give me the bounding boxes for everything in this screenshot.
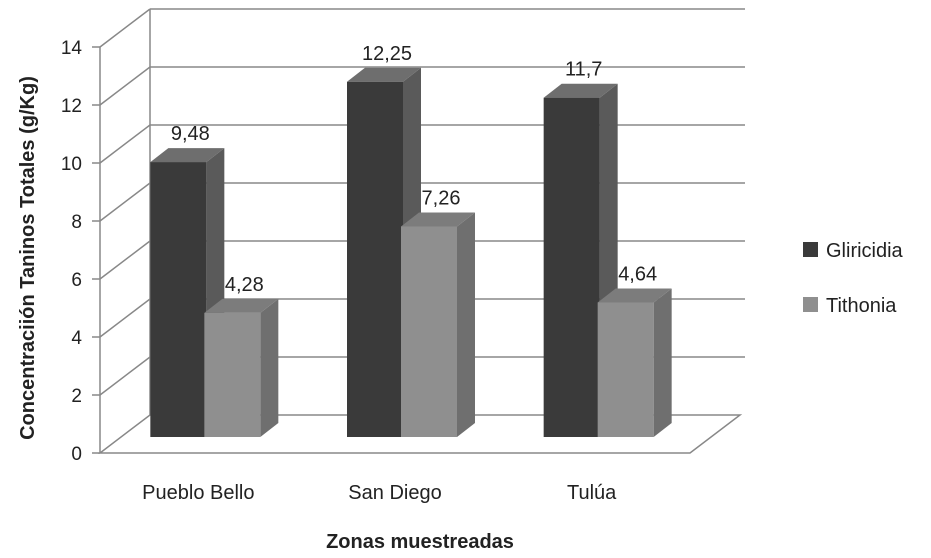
- bar-top: [597, 288, 672, 303]
- bar-side: [653, 288, 672, 437]
- data-label: 9,48: [171, 123, 210, 145]
- bar-top: [401, 212, 475, 227]
- bar-side: [260, 298, 279, 437]
- bars: [150, 67, 672, 437]
- gridline-side: [99, 124, 151, 164]
- bar-tithonia-1: [401, 212, 475, 437]
- bar-front: [401, 226, 457, 437]
- x-category-label: San Diego: [348, 482, 441, 504]
- bar-front: [204, 312, 261, 437]
- y-tick-label: 0: [71, 444, 82, 465]
- bar-tithonia-2: [597, 288, 672, 437]
- legend-swatch-tithonia: [803, 297, 818, 312]
- bar-front: [597, 302, 654, 437]
- gridline-side: [99, 8, 151, 48]
- x-category-label: Tulúa: [567, 482, 617, 504]
- y-axis-title: Concentraciión Taninos Totales (g/Kg): [17, 76, 39, 440]
- legend-label-gliricidia: Gliricidia: [826, 240, 904, 262]
- y-tick-label: 2: [71, 386, 82, 407]
- bar-front: [347, 81, 403, 437]
- data-label: 7,26: [422, 187, 461, 209]
- bar-tithonia-0: [204, 298, 279, 437]
- chart-walls: [97, 9, 743, 454]
- bar-side: [457, 212, 475, 437]
- y-tick-label: 4: [71, 328, 82, 349]
- x-axis-title: Zonas muestreadas: [326, 531, 514, 553]
- bar-top: [204, 298, 279, 313]
- y-tick-label: 6: [71, 270, 82, 291]
- data-label: 4,28: [225, 274, 264, 296]
- legend-label-tithonia: Tithonia: [826, 295, 897, 317]
- bar-top: [347, 67, 421, 82]
- y-tick-label: 14: [61, 38, 83, 59]
- bar-gliricidia-1: [347, 67, 421, 437]
- y-tick-label: 8: [71, 212, 82, 233]
- bar-front: [150, 162, 207, 437]
- bar-top: [543, 83, 618, 98]
- bar-front: [543, 97, 600, 437]
- data-label: 4,64: [618, 263, 657, 285]
- gridline-side: [99, 356, 151, 396]
- x-axis-categories: Pueblo Bello San Diego Tulúa: [142, 482, 617, 504]
- gridline-side: [99, 298, 151, 338]
- data-label: 11,7: [565, 59, 602, 81]
- data-label: 12,25: [362, 43, 412, 65]
- gridline-side: [99, 66, 151, 106]
- y-axis-ticks: 0 2 4 6 8 10 12 14: [61, 38, 100, 465]
- floor: [97, 414, 743, 454]
- gridline-side: [99, 182, 151, 222]
- x-category-label: Pueblo Bello: [142, 482, 254, 504]
- legend: Gliricidia Tithonia: [803, 240, 904, 317]
- y-tick-label: 10: [61, 154, 82, 175]
- gridline-side: [99, 240, 151, 280]
- y-tick-label: 12: [61, 96, 82, 117]
- legend-swatch-gliricidia: [803, 242, 818, 257]
- data-labels: 9,48 4,28 12,25 7,26 11,7 4,64: [171, 43, 657, 296]
- bar-top: [150, 148, 225, 163]
